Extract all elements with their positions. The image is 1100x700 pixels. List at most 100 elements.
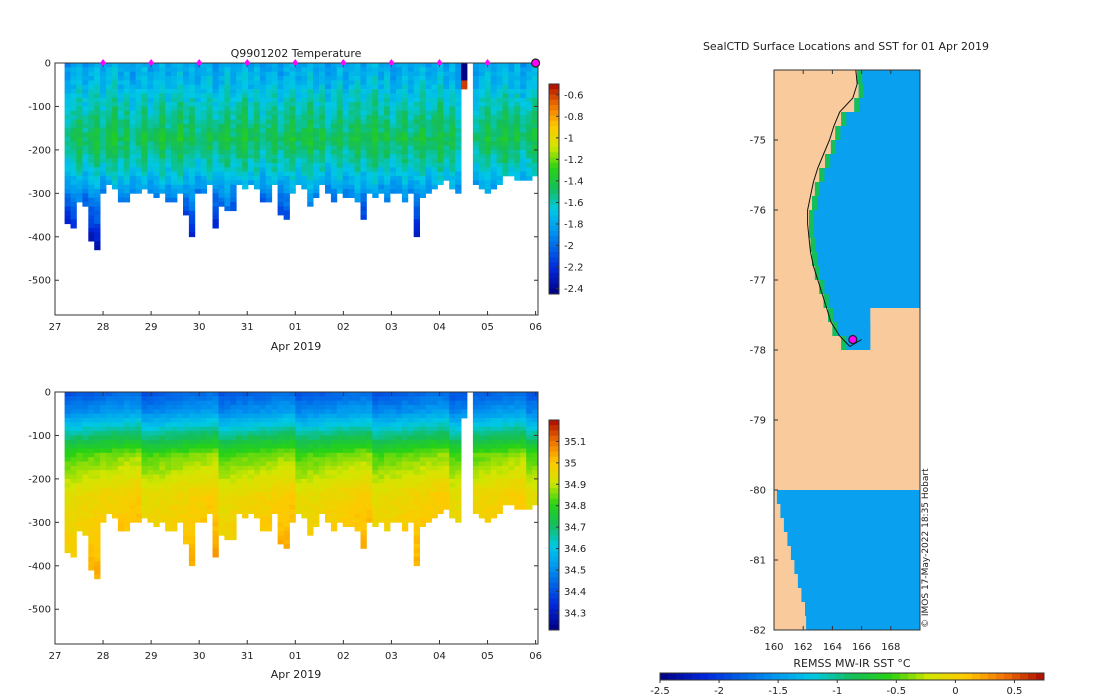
heatmap-cell [378,418,385,423]
heatmap-cell [413,444,420,449]
heatmap-cell [419,405,426,410]
heatmap-cell [135,176,142,181]
heatmap-cell [419,413,426,419]
heatmap-cell [413,215,420,220]
heatmap-cell [112,80,119,86]
heatmap-cell [123,176,131,181]
heatmap-cell [194,400,202,406]
heatmap-cell [443,452,450,458]
heatmap-cell [437,110,444,116]
heatmap-cell [366,426,373,432]
heatmap-cell [129,413,136,419]
heatmap-cell [194,128,202,133]
heatmap-cell [401,89,409,94]
heatmap-cell [532,110,539,116]
heatmap-cell [390,400,397,406]
heatmap-cell [218,80,225,86]
temperature-colorbar-swatch [549,141,559,148]
heatmap-cell [141,119,148,125]
heatmap-cell [455,67,462,72]
heatmap-cell [271,132,278,138]
x-tick-label: 27 [49,322,62,333]
heatmap-cell [413,171,420,177]
heatmap-cell [289,491,296,497]
heatmap-cell [342,110,349,116]
heatmap-cell [224,106,231,112]
heatmap-cell [330,184,338,190]
heatmap-cell [236,167,243,172]
heatmap-cell [236,426,243,432]
temperature-colorbar-swatch [549,110,559,116]
heatmap-cell [153,483,160,488]
heatmap-cell [188,396,196,401]
heatmap-cell [171,171,178,177]
heatmap-cell [88,513,95,519]
temperature-colorbar-swatch [549,257,559,263]
heatmap-cell [472,509,480,514]
heatmap-cell [277,149,284,155]
heatmap-cell [431,171,438,177]
heatmap-cell [236,123,243,129]
heatmap-cell [135,444,142,449]
heatmap-cell [407,474,415,480]
heatmap-cell [348,93,355,99]
heatmap-cell [254,457,261,462]
heatmap-cell [277,526,284,532]
heatmap-cell [407,189,415,194]
heatmap-cell [431,431,438,436]
heatmap-cell [307,132,314,138]
heatmap-cell [159,176,166,181]
heatmap-cell [171,483,178,488]
heatmap-cell [206,392,213,397]
heatmap-cell [354,76,361,81]
heatmap-cell [129,149,136,155]
heatmap-cell [484,513,491,519]
heatmap-cell [472,176,480,181]
heatmap-cell [449,67,456,72]
heatmap-cell [147,418,154,423]
heatmap-cell [478,167,486,172]
heatmap-cell [455,422,462,428]
heatmap-cell [514,123,521,129]
heatmap-cell [64,474,71,480]
heatmap-cell [449,483,456,488]
heatmap-cell [123,491,131,497]
heatmap-cell [502,162,509,168]
heatmap-cell [342,392,349,397]
heatmap-cell [259,115,267,120]
heatmap-cell [301,145,308,151]
heatmap-cell [265,80,273,86]
heatmap-cell [407,396,415,401]
heatmap-cell [194,158,202,164]
heatmap-cell [254,63,261,68]
heatmap-cell [254,180,261,185]
heatmap-cell [171,115,178,120]
heatmap-cell [289,162,296,168]
heatmap-cell [455,162,462,168]
heatmap-cell [502,136,509,142]
heatmap-cell [112,63,119,68]
heatmap-cell [188,491,196,497]
heatmap-cell [336,76,344,81]
heatmap-cell [171,84,178,90]
heatmap-cell [147,435,154,441]
heatmap-cell [384,180,391,185]
heatmap-cell [419,145,426,151]
heatmap-cell [514,67,521,72]
heatmap-cell [64,71,71,77]
heatmap-cell [183,531,190,536]
heatmap-cell [336,505,344,510]
heatmap-cell [70,526,77,532]
heatmap-cell [307,500,314,506]
heatmap-cell [348,171,355,177]
heatmap-cell [295,128,302,133]
heatmap-cell [443,474,450,480]
heatmap-cell [100,184,107,190]
temperature-colorbar-swatch [549,136,559,143]
heatmap-cell [330,76,338,81]
heatmap-cell [70,80,77,86]
heatmap-cell [171,452,178,458]
heatmap-cell [342,418,349,423]
heatmap-cell [443,413,450,419]
heatmap-cell [117,522,125,527]
